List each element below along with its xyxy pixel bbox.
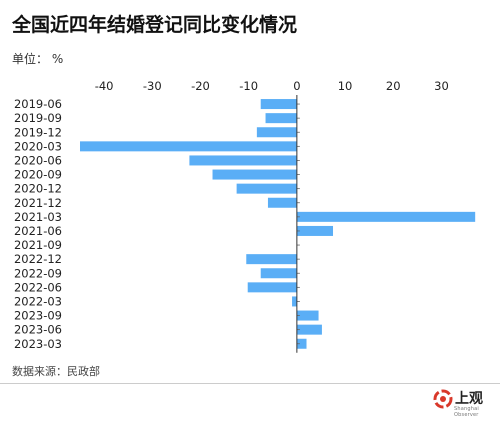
bar xyxy=(260,99,297,110)
category-label: 2019-06 xyxy=(14,97,62,111)
x-tick-label: 10 xyxy=(338,79,353,93)
bar xyxy=(296,338,307,349)
chart-title: 全国近四年结婚登记同比变化情况 xyxy=(12,14,298,36)
category-label: 2023-03 xyxy=(14,337,62,351)
x-tick-label: -20 xyxy=(191,79,210,93)
bar xyxy=(296,211,476,222)
bar xyxy=(247,282,297,293)
category-label: 2020-03 xyxy=(14,139,62,153)
bar xyxy=(212,169,297,180)
category-label: 2021-03 xyxy=(14,210,62,224)
bar xyxy=(296,310,319,321)
unit-label: 单位： % xyxy=(12,52,64,66)
bar xyxy=(246,254,297,265)
brand-subtitle: Shanghai Observer xyxy=(454,406,479,418)
category-label: 2021-06 xyxy=(14,224,62,238)
category-label: 2021-09 xyxy=(14,238,62,252)
bar xyxy=(260,268,297,279)
category-label: 2019-12 xyxy=(14,125,62,139)
bar xyxy=(265,113,297,124)
bar xyxy=(296,324,322,335)
x-tick-label: -10 xyxy=(239,79,258,93)
x-tick-label: 30 xyxy=(434,79,449,93)
bar xyxy=(236,183,297,194)
x-tick-label: -40 xyxy=(95,79,114,93)
category-label: 2020-06 xyxy=(14,153,62,167)
bar xyxy=(296,225,334,236)
category-label: 2022-03 xyxy=(14,294,62,308)
bar xyxy=(189,155,297,166)
category-label: 2019-09 xyxy=(14,111,62,125)
category-label: 2020-09 xyxy=(14,168,62,182)
brand-name: 上观 xyxy=(455,391,483,407)
category-label: 2022-06 xyxy=(14,280,62,294)
category-label: 2023-09 xyxy=(14,309,62,323)
category-label: 2023-06 xyxy=(14,323,62,337)
x-tick-label: 0 xyxy=(293,79,300,93)
bar xyxy=(267,197,297,208)
bar xyxy=(256,127,297,138)
category-label: 2021-12 xyxy=(14,196,62,210)
footer-divider xyxy=(0,383,500,384)
category-label: 2020-12 xyxy=(14,182,62,196)
bar xyxy=(80,141,297,152)
x-tick-label: 20 xyxy=(386,79,401,93)
category-label: 2022-09 xyxy=(14,266,62,280)
brand-logo-icon xyxy=(433,389,453,409)
category-label: 2022-12 xyxy=(14,252,62,266)
x-tick-label: -30 xyxy=(143,79,162,93)
source-note: 数据来源：民政部 xyxy=(12,365,100,378)
bar xyxy=(292,296,297,307)
